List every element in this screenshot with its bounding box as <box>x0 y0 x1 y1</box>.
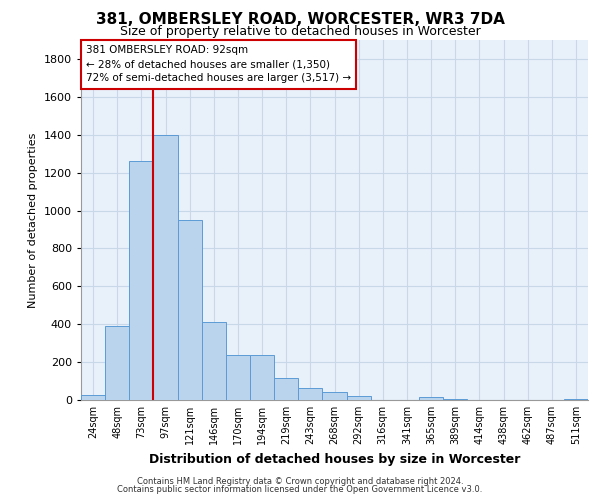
Bar <box>226 356 250 400</box>
Bar <box>105 326 129 400</box>
Bar <box>564 399 588 400</box>
Bar <box>298 388 322 400</box>
Text: Contains HM Land Registry data © Crown copyright and database right 2024.: Contains HM Land Registry data © Crown c… <box>137 477 463 486</box>
Bar <box>250 356 274 400</box>
Bar <box>202 322 226 400</box>
Bar <box>81 396 105 400</box>
Y-axis label: Number of detached properties: Number of detached properties <box>28 132 38 308</box>
Bar <box>443 399 467 400</box>
Bar <box>129 162 154 400</box>
Bar <box>274 378 298 400</box>
Bar <box>347 396 371 400</box>
Text: 381 OMBERSLEY ROAD: 92sqm
← 28% of detached houses are smaller (1,350)
72% of se: 381 OMBERSLEY ROAD: 92sqm ← 28% of detac… <box>86 46 351 84</box>
Text: Contains public sector information licensed under the Open Government Licence v3: Contains public sector information licen… <box>118 485 482 494</box>
Bar <box>154 134 178 400</box>
X-axis label: Distribution of detached houses by size in Worcester: Distribution of detached houses by size … <box>149 452 520 466</box>
Text: Size of property relative to detached houses in Worcester: Size of property relative to detached ho… <box>119 25 481 38</box>
Text: 381, OMBERSLEY ROAD, WORCESTER, WR3 7DA: 381, OMBERSLEY ROAD, WORCESTER, WR3 7DA <box>95 12 505 28</box>
Bar <box>322 392 347 400</box>
Bar <box>419 397 443 400</box>
Bar <box>178 220 202 400</box>
